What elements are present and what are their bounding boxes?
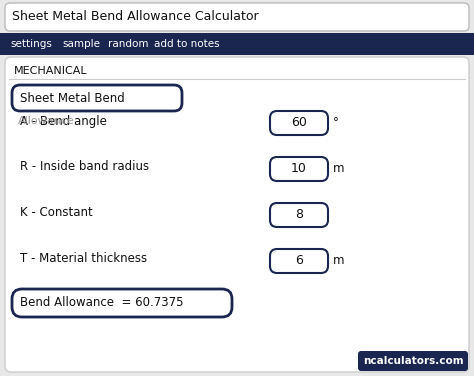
- FancyBboxPatch shape: [270, 111, 328, 135]
- Text: sample: sample: [62, 39, 100, 49]
- Text: R - Inside band radius: R - Inside band radius: [20, 161, 149, 173]
- Text: 6: 6: [295, 255, 303, 267]
- Text: 10: 10: [291, 162, 307, 176]
- Text: Sheet Metal Bend Allowance Calculator: Sheet Metal Bend Allowance Calculator: [12, 11, 259, 23]
- FancyBboxPatch shape: [12, 85, 182, 111]
- Text: T - Material thickness: T - Material thickness: [20, 253, 147, 265]
- Text: K - Constant: K - Constant: [20, 206, 93, 220]
- Text: m: m: [333, 255, 345, 267]
- Text: MECHANICAL: MECHANICAL: [14, 66, 88, 76]
- Text: random: random: [108, 39, 148, 49]
- Text: 60: 60: [291, 117, 307, 129]
- Text: A - Bend angle: A - Bend angle: [20, 115, 107, 127]
- FancyBboxPatch shape: [5, 57, 469, 372]
- Text: add to notes: add to notes: [154, 39, 219, 49]
- FancyBboxPatch shape: [270, 157, 328, 181]
- Text: °: °: [333, 117, 339, 129]
- FancyBboxPatch shape: [12, 289, 232, 317]
- Text: 8: 8: [295, 209, 303, 221]
- Text: settings: settings: [10, 39, 52, 49]
- FancyBboxPatch shape: [358, 351, 468, 371]
- Text: Sheet Metal Bend: Sheet Metal Bend: [20, 91, 125, 105]
- Text: Allowance: Allowance: [18, 116, 75, 126]
- Bar: [0, 33, 474, 55]
- FancyBboxPatch shape: [270, 203, 328, 227]
- Text: Bend Allowance  = 60.7375: Bend Allowance = 60.7375: [20, 297, 183, 309]
- Text: ncalculators.com: ncalculators.com: [363, 356, 463, 366]
- FancyBboxPatch shape: [5, 3, 469, 31]
- FancyBboxPatch shape: [270, 249, 328, 273]
- Text: m: m: [333, 162, 345, 176]
